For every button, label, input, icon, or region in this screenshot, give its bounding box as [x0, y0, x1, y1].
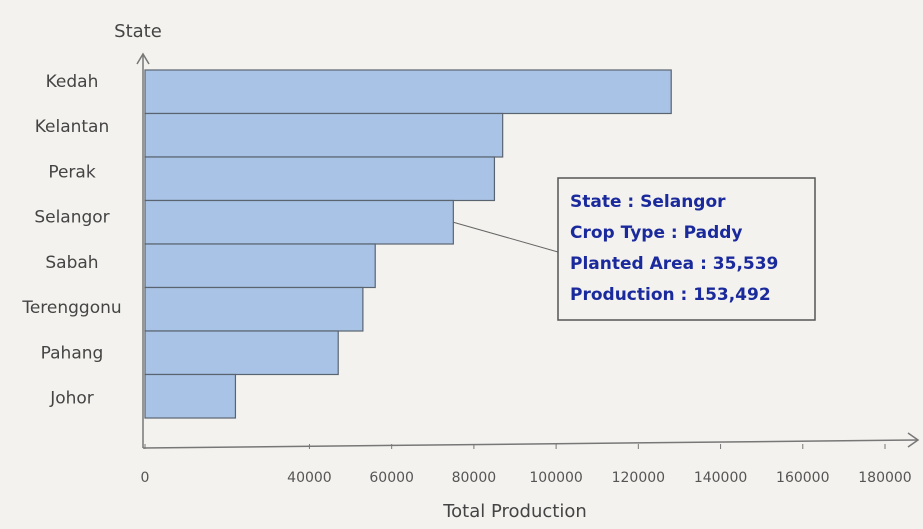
y-axis-arrow	[136, 52, 150, 65]
y-tick-label: Perak	[48, 162, 96, 182]
x-tick-label: 0	[141, 470, 150, 486]
bar	[144, 373, 237, 419]
annotation-box	[557, 177, 816, 321]
x-axis	[142, 439, 919, 449]
bar	[144, 69, 672, 115]
x-tick-label: 160000	[776, 470, 829, 486]
x-axis-arrow	[907, 432, 920, 448]
y-axis-label: State	[114, 21, 162, 42]
x-tick-label: 120000	[612, 470, 665, 486]
bar	[144, 112, 504, 158]
annotation-line: Production : 153,492	[570, 285, 771, 305]
x-tick-label: 40000	[287, 470, 332, 486]
bar	[144, 199, 454, 245]
x-tick-label: 140000	[694, 470, 747, 486]
bar	[144, 243, 376, 289]
y-tick-label: Kelantan	[35, 117, 110, 137]
x-tick-label: 100000	[529, 470, 582, 486]
y-tick-label: Kedah	[46, 72, 99, 92]
y-tick-label: Sabah	[45, 253, 98, 273]
annotation-line: State : Selangor	[570, 192, 726, 212]
bar	[144, 156, 496, 202]
x-axis-label: Total Production	[442, 501, 587, 522]
annotation-line: Planted Area : 35,539	[570, 254, 778, 274]
y-tick-label: Selangor	[34, 208, 109, 228]
x-tick-label: 60000	[369, 470, 414, 486]
y-tick-label: Johor	[49, 389, 94, 409]
x-tick-label: 180000	[858, 470, 911, 486]
x-tick-label: 80000	[452, 470, 497, 486]
bar	[144, 286, 364, 332]
annotation-leader	[453, 221, 559, 253]
annotation-line: Crop Type : Paddy	[570, 223, 743, 243]
y-tick-label: Pahang	[41, 343, 104, 363]
bar	[144, 330, 339, 376]
y-tick-label: Terenggonu	[21, 298, 121, 318]
